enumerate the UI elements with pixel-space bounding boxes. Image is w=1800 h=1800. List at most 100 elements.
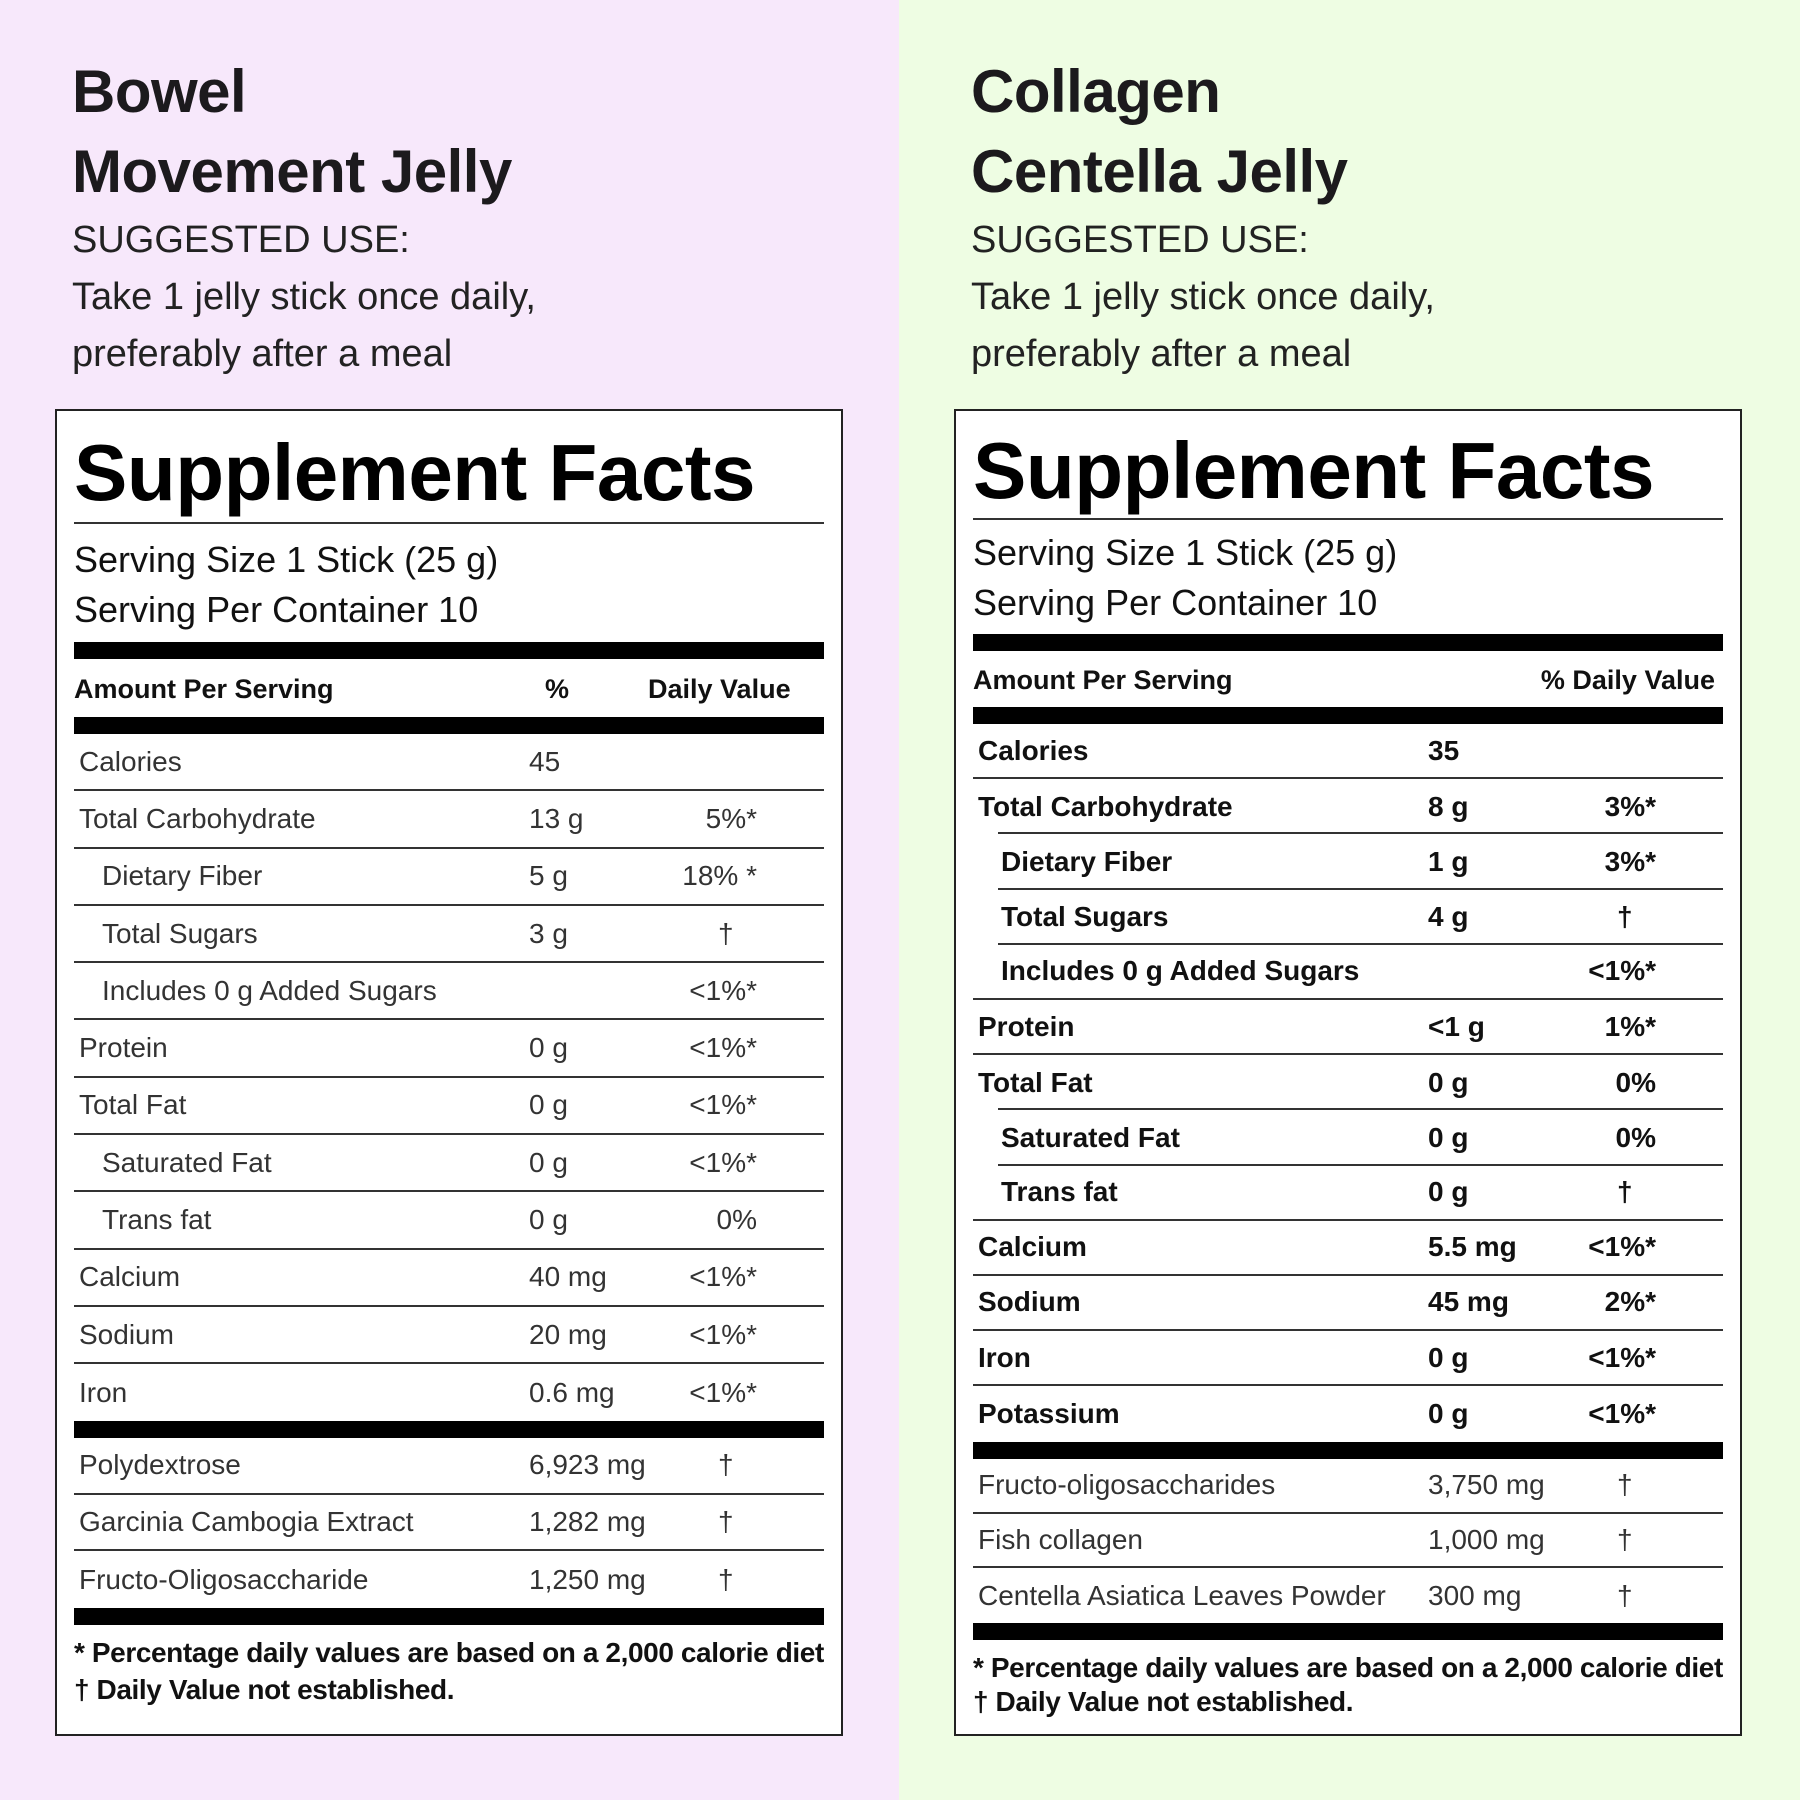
nutrient-amount: 5.5 mg (1428, 1231, 1517, 1263)
header-percent: % (545, 674, 570, 704)
daily-value: 1%* (1604, 1010, 1656, 1042)
ingredient-table: Fructo-oligosaccharides 3,750 mg † Fish col… (973, 1459, 1723, 1623)
daily-value: 3%* (1604, 790, 1656, 822)
nutrient-amount: 0 g (1428, 1066, 1469, 1098)
ingredient-row: Fructo-oligosaccharides 3,750 mg † (973, 1459, 1723, 1514)
product-title-line2: Movement Jelly (72, 138, 512, 205)
nutrient-table: Calories 45 Total Carbohydrate 13 g 5%* Dieta… (74, 734, 824, 1422)
nutrient-name: Includes 0 g Added Sugars (102, 974, 437, 1006)
nutrient-amount: 0 g (1428, 1341, 1469, 1373)
nutrient-row: Total Sugars 3 g † (74, 906, 824, 964)
daily-value: 0% (1615, 1121, 1656, 1153)
nutrient-row: Total Fat 0 g <1%* (74, 1078, 824, 1136)
nutrient-name: Saturated Fat (102, 1146, 272, 1178)
daily-value: <1%* (1588, 1231, 1656, 1263)
footnote-percent-dv: * Percentage daily values are based on a… (74, 1637, 824, 1668)
suggested-use-line1: Take 1 jelly stick once daily, (72, 276, 536, 318)
daily-value: 0% (716, 1204, 757, 1236)
header-daily-value: % Daily Value (1540, 665, 1715, 695)
nutrient-row: Includes 0 g Added Sugars <1%* (74, 963, 824, 1021)
daily-value: <1%* (689, 1089, 757, 1121)
dagger-icon: † (718, 917, 734, 949)
ingredient-row: Centella Asiatica Leaves Powder 300 mg † (973, 1568, 1723, 1623)
serving-size: Serving Size 1 Stick (25 g) (973, 532, 1398, 573)
nutrient-row: Protein 0 g <1%* (74, 1020, 824, 1078)
nutrient-amount: 0 g (1428, 1397, 1469, 1429)
product-title-line1: Bowel (72, 58, 247, 125)
nutrient-row: Dietary Fiber 5 g 18% * (74, 849, 824, 906)
nutrient-name: Calcium (978, 1231, 1087, 1263)
supplement-facts-heading: Supplement Facts (973, 426, 1655, 515)
suggested-use: SUGGESTED USE: Take 1 jelly stick once d… (971, 212, 1435, 383)
ingredient-row: Fructo-Oligosaccharide 1,250 mg † (74, 1551, 824, 1608)
daily-value: 0% (1615, 1066, 1656, 1098)
nutrient-row: Calcium 5.5 mg <1%* (973, 1221, 1723, 1276)
dagger-icon: † (718, 1563, 734, 1595)
nutrient-amount: 0.6 mg (529, 1376, 615, 1408)
nutrient-name: Total Fat (79, 1089, 187, 1121)
nutrient-name: Protein (978, 1010, 1075, 1042)
supplement-facts-panel: Supplement Facts Serving Size 1 Stick (2… (55, 409, 843, 1736)
product-title-line1: Collagen (971, 58, 1221, 125)
suggested-use-label: SUGGESTED USE: (72, 219, 410, 261)
nutrient-name: Total Carbohydrate (79, 802, 316, 834)
ingredient-row: Polydextrose 6,923 mg † (74, 1438, 824, 1495)
nutrient-name: Iron (79, 1376, 128, 1408)
nutrient-row: Potassium 0 g <1%* (973, 1386, 1723, 1441)
nutrient-amount: 0 g (1428, 1176, 1469, 1208)
ingredient-table: Polydextrose 6,923 mg † Garcinia Cambogia E… (74, 1438, 824, 1608)
divider (973, 518, 1723, 520)
thick-divider (973, 707, 1723, 724)
serving-size: Serving Size 1 Stick (25 g) (74, 539, 499, 580)
nutrient-amount: 0 g (529, 1089, 568, 1121)
nutrient-row: Sodium 45 mg 2%* (973, 1276, 1723, 1332)
footnote-dv-not-established: † Daily Value not established. (973, 1686, 1354, 1717)
daily-value: <1%* (689, 974, 757, 1006)
dagger-icon: † (1617, 1469, 1633, 1501)
nutrient-row: Iron 0.6 mg <1%* (74, 1364, 824, 1421)
nutrient-amount: 300 mg (1428, 1579, 1522, 1611)
nutrient-row: Sodium 20 mg <1%* (74, 1307, 824, 1365)
nutrient-name: Iron (978, 1341, 1031, 1373)
nutrient-name: Fish collagen (978, 1524, 1143, 1556)
nutrient-name: Total Fat (978, 1066, 1093, 1098)
nutrient-amount: 0 g (529, 1032, 568, 1064)
row-divider (998, 832, 1723, 835)
daily-value: 18% * (682, 860, 757, 892)
nutrient-amount: 8 g (1428, 790, 1469, 822)
nutrient-row: Calories 45 (74, 734, 824, 792)
nutrient-name: Total Carbohydrate (978, 790, 1233, 822)
daily-value: <1%* (689, 1376, 757, 1408)
product-panel-collagen-centella: Collagen Centella Jelly SUGGESTED USE: T… (899, 0, 1800, 1800)
nutrient-name: Fructo-Oligosaccharide (79, 1563, 369, 1595)
thick-divider (973, 1623, 1723, 1640)
suggested-use-line2: preferably after a meal (72, 333, 453, 375)
servings-per-container: Serving Per Container 10 (74, 589, 479, 630)
nutrient-amount: 5 g (529, 860, 568, 892)
nutrient-row: Total Carbohydrate 13 g 5%* (74, 791, 824, 849)
nutrient-name: Trans fat (102, 1204, 212, 1236)
nutrient-row: Calcium 40 mg <1%* (74, 1250, 824, 1307)
nutrient-name: Dietary Fiber (1001, 845, 1173, 877)
nutrient-amount: 45 (529, 745, 561, 777)
product-title: Bowel Movement Jelly (72, 52, 512, 212)
supplement-facts-heading: Supplement Facts (74, 428, 756, 517)
daily-value: <1%* (1588, 1397, 1656, 1429)
footnote-dv-not-established: † Daily Value not established. (74, 1674, 455, 1705)
nutrient-amount: 1,000 mg (1428, 1524, 1545, 1556)
suggested-use-line2: preferably after a meal (971, 333, 1352, 375)
nutrient-name: Calories (79, 745, 182, 777)
product-title-line2: Centella Jelly (971, 138, 1348, 205)
suggested-use-label: SUGGESTED USE: (971, 219, 1309, 261)
nutrient-amount: 1,250 mg (529, 1563, 646, 1595)
nutrient-row: Total Sugars 4 g † (973, 890, 1723, 945)
nutrient-amount: 20 mg (529, 1318, 607, 1350)
dagger-icon: † (1617, 1579, 1633, 1611)
header-daily-value: Daily Value (648, 674, 791, 704)
nutrient-row: Trans fat 0 g 0% (74, 1192, 824, 1250)
ingredient-row: Fish collagen 1,000 mg † (973, 1514, 1723, 1569)
servings-per-container: Serving Per Container 10 (973, 582, 1378, 623)
header-amount: Amount Per Serving (973, 665, 1233, 695)
nutrient-row: Protein <1 g 1%* (973, 1000, 1723, 1056)
nutrient-row: Saturated Fat 0 g <1%* (74, 1135, 824, 1193)
